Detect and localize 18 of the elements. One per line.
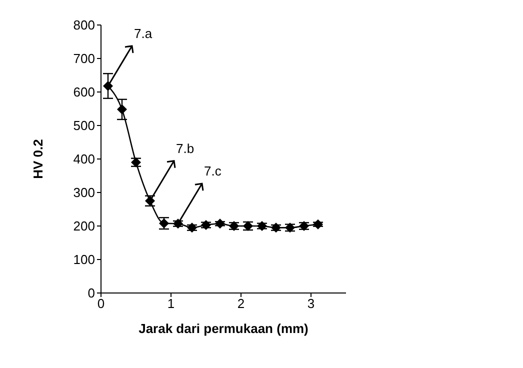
x-tick-label: 1 <box>167 296 175 312</box>
y-tick-label: 100 <box>73 252 95 268</box>
y-tick-label: 800 <box>73 18 95 33</box>
y-tick-label: 200 <box>73 218 95 234</box>
annotation: 7.b <box>176 140 194 156</box>
x-axis-title: Jarak dari permukaan (mm) <box>138 321 308 336</box>
x-tick-label: 0 <box>97 296 105 312</box>
y-tick-label: 400 <box>73 152 95 167</box>
y-tick-label: 300 <box>73 185 95 200</box>
y-tick-label: 700 <box>73 51 95 66</box>
y-axis-title: HV 0.2 <box>30 139 46 179</box>
x-tick-label: 2 <box>237 296 245 312</box>
y-tick-label: 0 <box>88 286 95 301</box>
annotation: 7.c <box>204 164 222 179</box>
y-tick-label: 500 <box>73 118 95 134</box>
x-tick-label: 3 <box>307 296 315 312</box>
annotation: 7.a <box>134 26 153 41</box>
y-tick-label: 600 <box>73 84 95 100</box>
